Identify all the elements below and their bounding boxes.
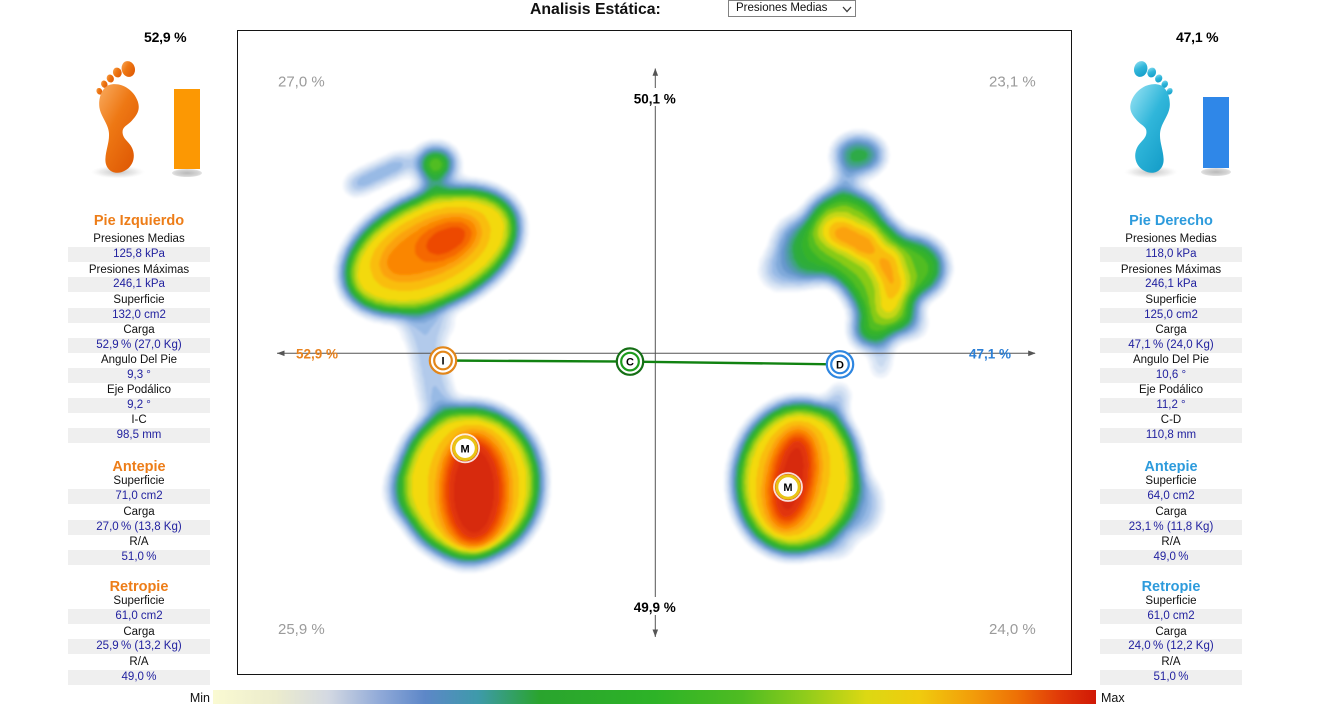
svg-text:C: C <box>626 356 634 368</box>
svg-text:50,1 %: 50,1 % <box>634 91 676 106</box>
svg-text:52,9 %: 52,9 % <box>296 346 338 361</box>
svg-text:24,0 %: 24,0 % <box>989 621 1036 638</box>
svg-text:49,9 %: 49,9 % <box>634 600 676 615</box>
svg-text:D: D <box>836 359 844 371</box>
svg-text:M: M <box>784 482 793 494</box>
svg-text:I: I <box>442 355 445 367</box>
svg-text:25,9 %: 25,9 % <box>278 621 325 638</box>
svg-text:47,1 %: 47,1 % <box>969 346 1011 361</box>
svg-text:27,0 %: 27,0 % <box>278 73 325 90</box>
svg-text:M: M <box>461 443 470 455</box>
svg-text:23,1 %: 23,1 % <box>989 73 1036 90</box>
